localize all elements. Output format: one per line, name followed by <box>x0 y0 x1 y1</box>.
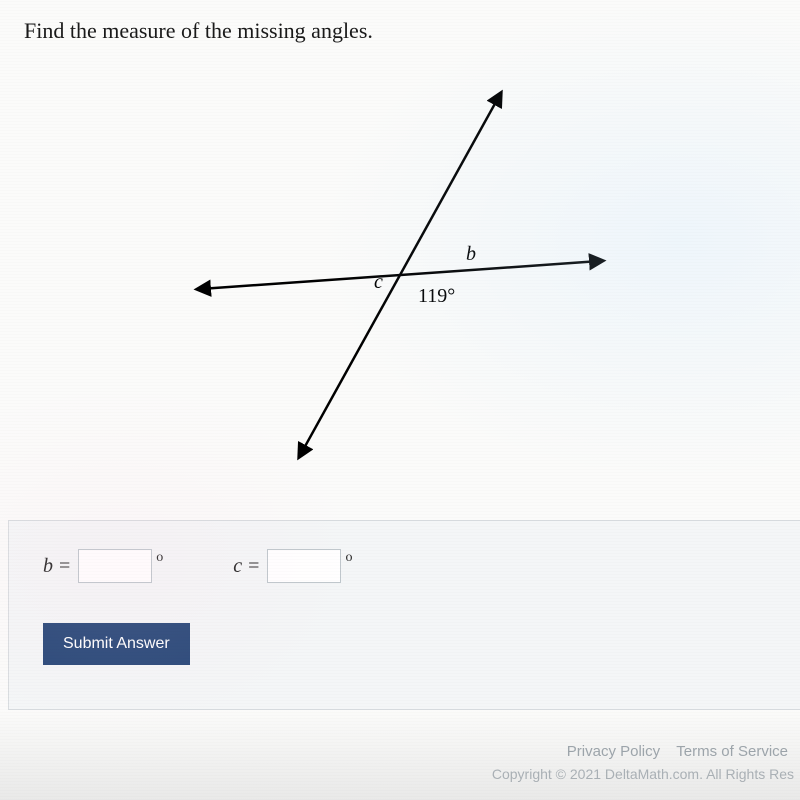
answer-c-input[interactable] <box>267 549 341 583</box>
degree-symbol: o <box>156 550 163 566</box>
degree-symbol: o <box>345 550 352 566</box>
submit-answer-button[interactable]: Submit Answer <box>43 623 190 665</box>
diagram-svg: b c 119° <box>0 80 800 480</box>
terms-link[interactable]: Terms of Service <box>676 743 788 760</box>
equals-sign: = <box>248 555 259 578</box>
equals-sign: = <box>59 555 70 578</box>
svg-text:119°: 119° <box>418 285 455 307</box>
answer-b: b = o <box>43 549 163 583</box>
answer-row: b = o c = o <box>43 549 766 583</box>
footer: Privacy Policy Terms of Service Copyrigh… <box>0 743 800 782</box>
question-text: Find the measure of the missing angles. <box>24 18 373 44</box>
svg-text:c: c <box>374 271 383 293</box>
copyright-text: Copyright © 2021 DeltaMath.com. All Righ… <box>0 766 794 782</box>
footer-links: Privacy Policy Terms of Service <box>0 743 794 760</box>
page: Find the measure of the missing angles. … <box>0 0 800 800</box>
diagram: b c 119° <box>0 80 800 480</box>
answer-c: c = o <box>233 549 352 583</box>
answer-b-input[interactable] <box>78 549 152 583</box>
privacy-link[interactable]: Privacy Policy <box>567 743 660 760</box>
answer-b-label: b <box>43 555 53 578</box>
answer-panel: b = o c = o Submit Answer <box>8 520 800 710</box>
answer-c-label: c <box>233 555 242 578</box>
svg-text:b: b <box>466 243 476 265</box>
